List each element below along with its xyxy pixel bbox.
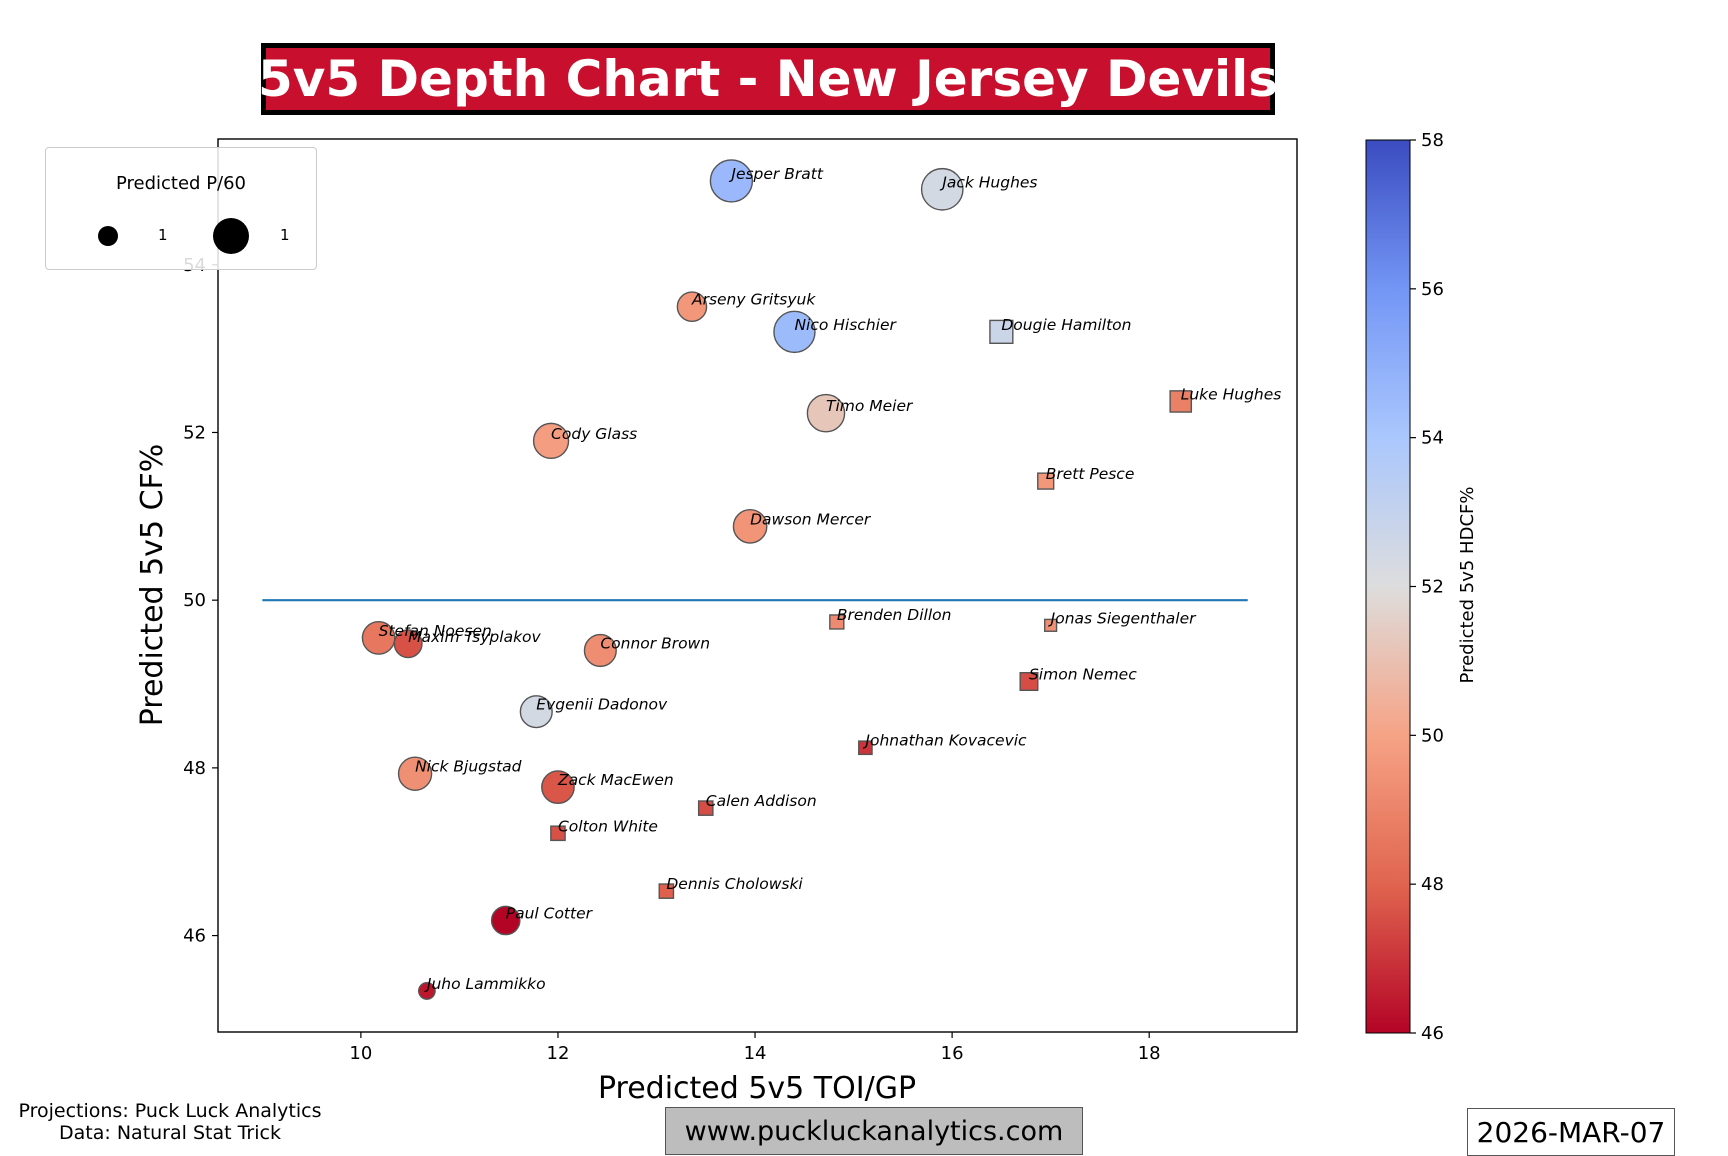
point-label-brett-pesce: Brett Pesce: [1046, 465, 1135, 483]
point-label-jonas-siegenthaler: Jonas Siegenthaler: [1048, 609, 1198, 627]
x-tick-label: 12: [547, 1043, 570, 1064]
point-johnathan-kovacevic[interactable]: [858, 740, 873, 756]
point-label-colton-white: Colton White: [558, 817, 658, 835]
point-dougie-hamilton[interactable]: [989, 319, 1014, 344]
colorbar-tick-label: 58: [1421, 130, 1444, 151]
point-dawson-mercer[interactable]: [732, 509, 768, 544]
x-tick-label: 18: [1138, 1043, 1161, 1064]
y-tick-label: 50: [183, 590, 206, 611]
point-timo-meier[interactable]: [806, 393, 846, 433]
size-legend: Predicted P/60 1 1: [45, 147, 317, 270]
point-juho-lammikko[interactable]: [418, 982, 436, 1000]
x-tick-label: 10: [349, 1043, 372, 1064]
large-size-label: 1: [280, 226, 290, 244]
point-label-brenden-dillon: Brenden Dillon: [837, 606, 952, 624]
source-credits: Projections: Puck Luck Analytics Data: N…: [0, 1100, 340, 1144]
colorbar-label: Predicted 5v5 HDCF%: [1457, 487, 1478, 684]
colorbar-tick-label: 54: [1421, 428, 1444, 449]
point-nico-hischier[interactable]: [773, 310, 816, 354]
chart-title: 5v5 Depth Chart - New Jersey Devils: [257, 50, 1279, 108]
point-label-simon-nemec: Simon Nemec: [1029, 666, 1137, 684]
point-label-paul-cotter: Paul Cotter: [506, 904, 594, 922]
point-label-arseny-gritsyuk: Arseny Gritsyuk: [691, 291, 816, 309]
point-evgenii-dadonov[interactable]: [519, 695, 553, 729]
point-label-cody-glass: Cody Glass: [551, 425, 637, 443]
point-label-evgenii-dadonov: Evgenii Dadonov: [536, 696, 668, 714]
point-luke-hughes[interactable]: [1169, 390, 1193, 413]
colorbar-tick-label: 52: [1421, 577, 1444, 598]
size-legend-title: Predicted P/60: [115, 173, 247, 194]
plot-area: [217, 138, 1298, 1033]
colorbar-tick-label: 48: [1421, 874, 1444, 895]
small-size-label: 1: [158, 226, 168, 244]
y-tick-label: 48: [183, 758, 206, 779]
point-label-nick-bjugstad: Nick Bjugstad: [415, 758, 522, 776]
date-stamp: 2026-MAR-07: [1467, 1108, 1675, 1156]
website-link[interactable]: www.puckluckanalytics.com: [665, 1107, 1083, 1155]
x-tick-label: 14: [744, 1043, 767, 1064]
point-label-juho-lammikko: Juho Lammikko: [424, 975, 546, 993]
point-zack-macewen[interactable]: [541, 770, 575, 805]
x-axis-label: Predicted 5v5 TOI/GP: [598, 1071, 916, 1106]
point-label-timo-meier: Timo Meier: [826, 397, 914, 415]
point-label-calen-addison: Calen Addison: [706, 792, 817, 810]
point-label-luke-hughes: Luke Hughes: [1181, 385, 1282, 403]
point-label-jesper-bratt: Jesper Bratt: [728, 165, 823, 183]
point-label-dawson-mercer: Dawson Mercer: [750, 510, 872, 528]
point-jesper-bratt[interactable]: [709, 159, 754, 203]
point-nick-bjugstad[interactable]: [397, 756, 433, 791]
point-label-connor-brown: Connor Brown: [600, 634, 710, 652]
colorbar-tick-label: 56: [1421, 279, 1444, 300]
point-label-maxim-tsyplakov: Maxim Tsyplakov: [408, 628, 541, 646]
point-label-jack-hughes: Jack Hughes: [939, 173, 1037, 191]
point-simon-nemec[interactable]: [1019, 672, 1039, 692]
point-label-dougie-hamilton: Dougie Hamilton: [1001, 316, 1131, 334]
projections-credit: Projections: Puck Luck Analytics: [18, 1100, 322, 1122]
point-brett-pesce[interactable]: [1037, 472, 1055, 490]
small-size-marker: [98, 226, 118, 246]
point-label-dennis-cholowski: Dennis Cholowski: [666, 875, 803, 893]
data-credit: Data: Natural Stat Trick: [59, 1122, 281, 1144]
y-tick-label: 52: [183, 422, 206, 443]
point-maxim-tsyplakov[interactable]: [393, 629, 423, 659]
y-tick-label: 46: [183, 926, 206, 947]
point-brenden-dillon[interactable]: [829, 614, 845, 630]
chart-title-banner: 5v5 Depth Chart - New Jersey Devils: [257, 43, 1279, 115]
point-label-zack-macewen: Zack MacEwen: [557, 771, 674, 789]
colorbar-tick-label: 50: [1421, 725, 1444, 746]
colorbar-tick-label: 46: [1421, 1023, 1444, 1044]
point-calen-addison[interactable]: [697, 800, 714, 816]
y-axis-label: Predicted 5v5 CF%: [135, 444, 170, 727]
point-label-johnathan-kovacevic: Johnathan Kovacevic: [862, 732, 1027, 750]
large-size-marker: [213, 218, 249, 254]
point-label-nico-hischier: Nico Hischier: [794, 316, 897, 334]
colorbar: [1365, 139, 1411, 1034]
point-arseny-gritsyuk[interactable]: [676, 291, 708, 322]
point-dennis-cholowski[interactable]: [658, 883, 675, 899]
point-jonas-siegenthaler[interactable]: [1044, 618, 1058, 632]
point-cody-glass[interactable]: [532, 422, 570, 460]
x-tick-label: 16: [941, 1043, 964, 1064]
point-label-stefan-noesen: Stefan Noesen: [379, 622, 492, 640]
point-paul-cotter[interactable]: [490, 905, 521, 936]
point-colton-white[interactable]: [550, 825, 566, 842]
point-stefan-noesen[interactable]: [361, 621, 396, 655]
point-connor-brown[interactable]: [583, 633, 617, 668]
point-jack-hughes[interactable]: [920, 167, 964, 211]
